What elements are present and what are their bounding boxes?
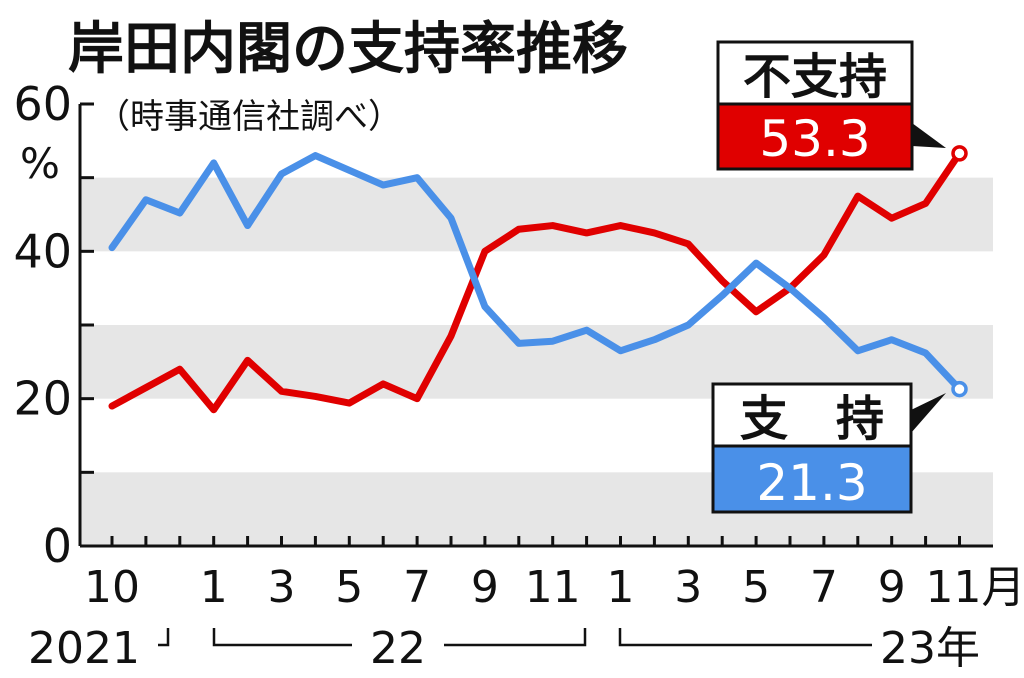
year-bracket (212, 628, 352, 647)
callout-disapprove-label: 不支持 (743, 49, 887, 105)
data-point (312, 153, 318, 159)
data-point (448, 215, 454, 221)
data-point (951, 145, 968, 162)
data-point (143, 197, 149, 203)
series-line-disapprove (108, 149, 963, 414)
data-point (685, 241, 691, 247)
x-tick-label: 7 (403, 562, 431, 613)
callout-approve-pointer (911, 393, 946, 433)
data-point (245, 223, 251, 229)
data-point (618, 223, 623, 229)
data-point (380, 182, 386, 188)
data-point (516, 226, 522, 232)
year-bracket (618, 628, 872, 647)
x-tick-label: 10 (84, 562, 140, 613)
callout-approve-label: 支 持 (740, 391, 884, 447)
y-tick-label: 40 (13, 224, 72, 278)
data-point (753, 309, 759, 315)
data-point (889, 337, 895, 343)
data-point (516, 340, 522, 346)
callout-disapprove-value: 53.3 (759, 110, 870, 168)
year-bracket (158, 628, 170, 647)
data-point (685, 322, 691, 328)
data-point (821, 252, 827, 258)
y-axis-unit: % (20, 139, 60, 188)
data-point (482, 304, 488, 310)
data-point (651, 230, 657, 236)
data-point (414, 396, 420, 402)
data-point (889, 215, 895, 221)
x-tick-label: 5 (742, 562, 770, 613)
x-tick-label: 1 (607, 562, 635, 613)
data-point (380, 381, 386, 387)
x-tick-label: 1 (200, 562, 228, 613)
data-point (753, 260, 759, 266)
callout-disapprove-pointer (912, 123, 946, 148)
data-point (312, 393, 318, 399)
chart-subtitle: （時事通信社調べ） (96, 97, 402, 137)
data-point (211, 160, 217, 166)
data-point (245, 357, 251, 363)
data-point (855, 193, 861, 199)
callout-approve: 支 持 21.3 (711, 382, 946, 514)
data-point (109, 245, 115, 251)
data-point (346, 167, 352, 173)
grid-band (80, 177, 993, 252)
data-point (719, 278, 725, 284)
year-label: 22 (370, 623, 426, 674)
x-tick-label: 3 (674, 562, 702, 613)
data-point (787, 285, 793, 291)
callout-disapprove: 不支持 53.3 (716, 40, 946, 171)
x-tick-label: 9 (471, 562, 499, 613)
series-line-approve (108, 152, 963, 393)
data-point (279, 171, 284, 177)
data-point (618, 348, 623, 354)
data-point (951, 380, 968, 398)
data-point (719, 293, 725, 299)
data-point (923, 350, 929, 356)
year-label: 2021 (28, 623, 140, 674)
data-point (550, 338, 556, 344)
data-point (923, 200, 929, 206)
callout-approve-value-bg (711, 444, 913, 514)
chart-title: 岸田内閣の支持率推移 (68, 17, 628, 82)
y-axis: 0 20 40 60 (13, 77, 94, 573)
x-tick-label: 7 (810, 562, 838, 613)
data-point (855, 348, 861, 354)
data-point (448, 333, 454, 339)
x-tick-label: 11 (525, 562, 581, 613)
x-axis: 10 1 3 5 7 9 11 1 3 5 7 9 11月 (80, 536, 1024, 613)
x-tick-label: 9 (878, 562, 906, 613)
y-tick-label: 20 (13, 372, 72, 426)
data-point (177, 366, 183, 372)
data-point (550, 223, 556, 229)
series-lines (108, 145, 968, 414)
y-tick-label: 0 (43, 519, 72, 573)
data-point (143, 385, 149, 391)
data-point (346, 400, 352, 406)
data-point (821, 315, 827, 321)
x-tick-label: 5 (335, 562, 363, 613)
x-tick-label: 3 (268, 562, 296, 613)
data-point (482, 248, 488, 254)
year-bracket (444, 628, 587, 647)
data-point (414, 175, 420, 181)
data-point (109, 403, 115, 409)
data-point (177, 210, 183, 216)
callout-approve-value: 21.3 (756, 454, 867, 512)
callout-disapprove-value-bg (716, 102, 914, 171)
data-point (584, 327, 590, 333)
data-point (651, 337, 657, 343)
year-labels: 2021 22 23年 (28, 623, 980, 674)
year-label: 23年 (880, 623, 980, 674)
data-point (279, 388, 284, 394)
data-point (211, 407, 217, 413)
data-point (584, 230, 590, 236)
x-tick-label: 11月 (926, 562, 1024, 613)
y-tick-label: 60 (13, 77, 72, 131)
